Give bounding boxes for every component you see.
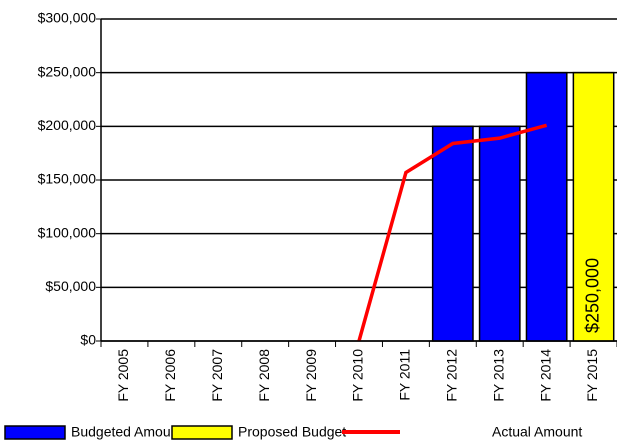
legend-label: Proposed Budget <box>238 424 346 440</box>
line <box>357 123 548 342</box>
x-tick-label: FY 2007 <box>209 349 225 402</box>
y-tick-label: $250,000 <box>38 63 97 79</box>
bar <box>431 125 474 342</box>
x-tick-label: FY 2012 <box>444 349 460 402</box>
x-tick-label: FY 2011 <box>397 349 413 401</box>
x-tick-label: FY 2005 <box>115 349 131 402</box>
legend-label: Budgeted Amount <box>71 424 182 440</box>
y-tick-label: $100,000 <box>38 224 97 240</box>
legend-swatch <box>171 425 233 440</box>
data-label: $250,000 <box>582 258 602 333</box>
x-tick-label: FY 2006 <box>162 349 178 402</box>
x-tick-label: FY 2015 <box>584 349 600 402</box>
y-tick-label: $200,000 <box>38 117 97 133</box>
x-tick-label: FY 2008 <box>256 349 272 402</box>
y-tick-label: $150,000 <box>38 171 97 187</box>
bar <box>478 125 521 342</box>
x-tick-label: FY 2009 <box>303 349 319 402</box>
bar <box>525 71 568 342</box>
y-tick-label: $50,000 <box>45 278 96 294</box>
x-tick-label: FY 2013 <box>490 349 506 402</box>
legend-label: Actual Amount <box>492 424 582 440</box>
y-tick-label: $300,000 <box>38 10 97 26</box>
y-tick-label: $0 <box>80 332 96 348</box>
legend-swatch <box>4 425 66 440</box>
x-tick-label: FY 2010 <box>350 349 366 402</box>
x-tick-label: FY 2014 <box>537 349 553 402</box>
